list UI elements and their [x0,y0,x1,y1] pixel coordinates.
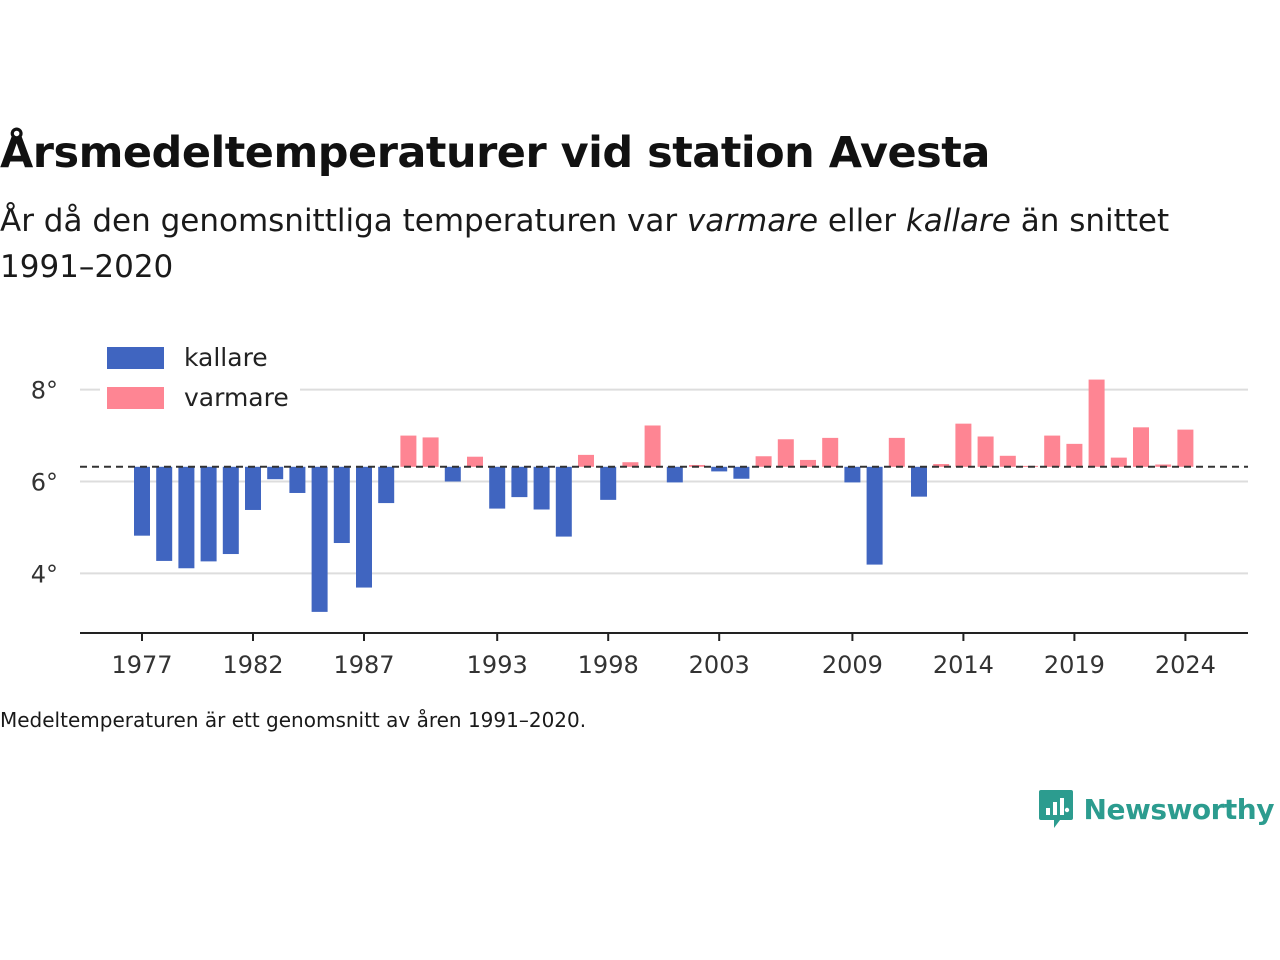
bar [911,466,927,497]
x-tick-label: 2024 [1155,651,1216,679]
bar [1110,457,1127,467]
bar [444,466,461,482]
subtitle-text-2: eller [818,203,906,239]
x-tick-label: 1977 [111,651,172,679]
bars [134,379,1194,612]
bar [267,466,284,480]
bar [933,464,950,467]
newsworthy-logo-icon [1038,790,1073,828]
bar [555,466,572,537]
bar [866,466,883,565]
subtitle-text-3: än snittet 1991–2020 [0,203,1170,285]
bar [644,425,661,467]
axes: 4° 6° 8° 1977 1982 1987 1993 1998 2003 2009 2014 20… [31,377,1248,679]
y-tick-label: 4° [31,560,58,588]
x-tick-label: 2009 [822,651,883,679]
bar [755,456,772,467]
bar [999,455,1016,467]
legend-label: varmare [184,383,289,412]
x-tick-label: 2019 [1044,651,1105,679]
bar [134,466,150,536]
x-tick-label: 2003 [689,651,750,679]
chart-svg: 4° 6° 8° 1977 1982 1987 1993 1998 2003 2009 2014 20… [31,338,1248,679]
x-tick-label: 1987 [333,651,394,679]
legend-swatch [107,347,164,369]
footnote: Medeltemperaturen är ett genomsnitt av å… [0,708,587,732]
bar [356,466,372,588]
bar [800,459,816,467]
bar [844,466,861,483]
bar [955,423,972,467]
bar [1155,464,1172,467]
subtitle-warm-word: varmare [686,203,819,239]
bar [511,466,528,498]
bar [977,436,994,467]
x-tick-label: 1998 [578,651,639,679]
bar [888,437,905,467]
bar [178,466,195,569]
subtitle-cold-word: kallare [905,203,1011,239]
bar [467,456,483,467]
brand-name: Newsworthy [1083,792,1275,826]
bar [289,466,306,493]
x-tick-label: 1993 [467,651,528,679]
legend: kallare varmare [100,338,300,426]
bar [222,466,239,555]
bar [333,466,350,544]
bar [311,466,328,612]
y-tick-label: 8° [31,377,58,405]
bar [777,439,794,467]
bar [200,466,217,562]
bar [400,435,417,467]
bar [733,466,750,479]
subtitle-text-1: År då den genomsnittliga temperaturen va… [0,203,687,239]
legend-swatch [107,387,164,409]
x-tick-label: 1982 [222,651,283,679]
bar [533,466,550,510]
bar [156,466,173,561]
bar [1177,429,1194,467]
bar [622,462,639,467]
bar [1066,443,1083,467]
bar [245,466,261,510]
bar [666,466,683,483]
bar [378,466,395,504]
bar [1044,435,1061,467]
chart-title: Årsmedeltemperaturer vid station Avesta [0,128,990,178]
chart-subtitle: År då den genomsnittliga temperaturen va… [0,198,1200,290]
bar [600,466,617,500]
y-tick-label: 6° [31,469,58,497]
bar [1133,427,1149,467]
bar [422,437,439,467]
bar [578,454,594,467]
bar [1088,379,1105,467]
bar [822,437,839,467]
bar [489,466,506,509]
legend-label: kallare [184,343,268,372]
bar-chart: 4° 6° 8° 1977 1982 1987 1993 1998 2003 2009 2014 20… [0,330,1280,704]
x-tick-label: 2014 [933,651,994,679]
bar [711,466,728,472]
brand: Newsworthy [1038,788,1275,830]
